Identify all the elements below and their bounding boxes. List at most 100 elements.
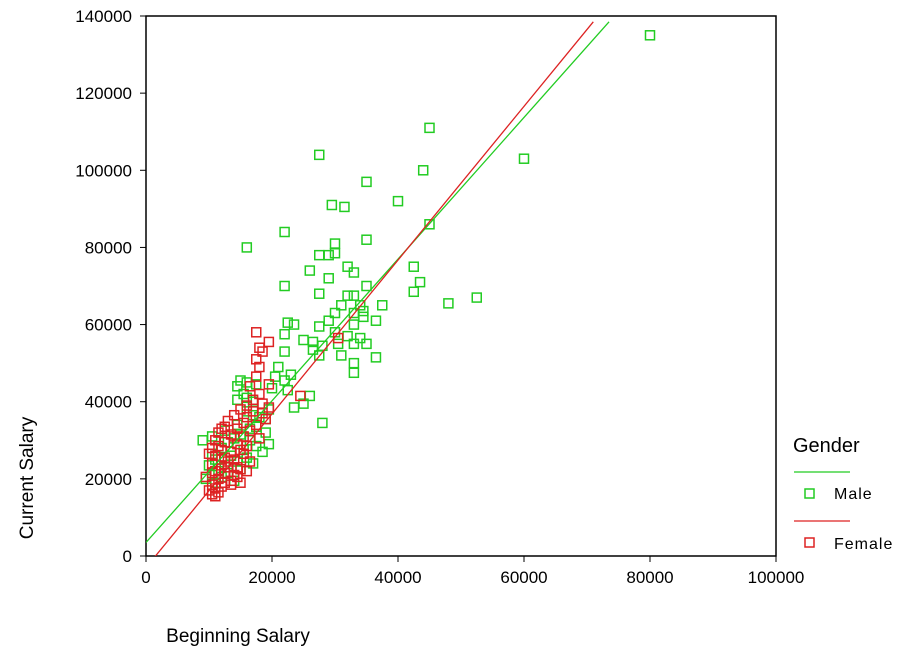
- point-female: [263, 402, 275, 413]
- point-male: [279, 328, 290, 340]
- point-male: [377, 300, 388, 311]
- point-male: [279, 280, 290, 292]
- point-female: [251, 419, 262, 431]
- x-tick-label: 80000: [626, 568, 673, 587]
- point-male: [417, 165, 429, 176]
- point-male: [263, 438, 275, 450]
- point-female: [216, 423, 227, 434]
- fit-line-female: [154, 21, 594, 556]
- point-male: [361, 176, 372, 188]
- point-male: [282, 317, 293, 328]
- y-tick-label: 100000: [75, 161, 132, 180]
- point-male: [408, 261, 419, 272]
- point-female: [206, 489, 218, 500]
- point-male: [336, 350, 347, 361]
- point-male: [348, 267, 360, 278]
- point-female: [232, 423, 243, 434]
- point-male: [348, 338, 360, 350]
- point-male: [361, 234, 372, 245]
- point-male: [232, 381, 243, 392]
- point-female: [295, 390, 306, 402]
- point-male: [260, 427, 271, 438]
- point-male: [279, 226, 290, 238]
- point-female: [251, 354, 262, 365]
- point-male: [314, 321, 325, 332]
- point-male: [329, 247, 341, 259]
- x-tick-label: 60000: [500, 568, 547, 587]
- point-female: [257, 346, 268, 357]
- point-male: [288, 402, 300, 413]
- point-male: [326, 199, 338, 211]
- x-axis: 0 20000 40000 60000 80000 100000: [141, 556, 804, 587]
- point-male: [314, 149, 325, 161]
- point-female: [235, 463, 246, 475]
- point-male: [288, 319, 300, 330]
- point-male: [323, 315, 334, 326]
- fit-lines-layer: [146, 21, 610, 556]
- point-male: [392, 195, 404, 207]
- point-male: [235, 375, 246, 386]
- point-male: [361, 280, 372, 292]
- point-female: [219, 421, 230, 433]
- point-male: [471, 292, 482, 303]
- point-male: [518, 153, 530, 164]
- point-female: [257, 408, 268, 419]
- point-male: [257, 446, 268, 458]
- point-female: [203, 448, 215, 460]
- point-male: [342, 261, 353, 272]
- legend-marker-male: [804, 488, 815, 499]
- point-male: [304, 265, 316, 276]
- point-male: [342, 290, 353, 301]
- point-male: [358, 311, 369, 323]
- point-female: [225, 479, 237, 490]
- y-axis: 0 20000 40000 60000 80000 100000 120000 140000: [75, 7, 146, 566]
- point-female: [244, 381, 256, 392]
- point-male: [336, 300, 347, 311]
- point-male: [314, 350, 325, 361]
- x-axis-label: Beginning Salary: [166, 626, 310, 647]
- point-male: [348, 319, 360, 330]
- point-male: [279, 346, 290, 357]
- y-tick-label: 120000: [75, 84, 132, 103]
- point-female: [260, 413, 271, 425]
- point-female: [251, 327, 262, 338]
- point-female: [219, 477, 230, 488]
- point-male: [339, 201, 350, 213]
- point-female: [213, 440, 224, 452]
- point-female: [228, 431, 240, 442]
- point-female: [263, 379, 275, 390]
- point-male: [414, 276, 426, 288]
- point-male: [348, 367, 360, 379]
- point-male: [241, 242, 253, 253]
- point-female: [241, 411, 253, 423]
- point-male: [424, 122, 435, 134]
- point-male: [197, 435, 208, 446]
- y-tick-label: 40000: [85, 393, 132, 412]
- point-female: [235, 404, 246, 415]
- point-male: [443, 298, 454, 309]
- point-male: [317, 417, 328, 429]
- point-female: [228, 454, 240, 465]
- point-female: [216, 454, 227, 465]
- legend-title: Gender: [793, 435, 860, 457]
- point-male: [424, 219, 435, 230]
- legend: Gender Male Female: [793, 435, 893, 553]
- point-male: [370, 352, 382, 363]
- y-axis-label: Current Salary: [17, 416, 38, 539]
- point-male: [332, 338, 344, 350]
- fit-line-male: [146, 21, 610, 543]
- point-male: [323, 273, 334, 284]
- y-tick-label: 60000: [85, 316, 132, 335]
- point-male: [314, 249, 325, 261]
- point-male: [644, 30, 656, 41]
- point-male: [314, 288, 325, 299]
- point-male: [247, 458, 259, 469]
- point-male: [329, 307, 341, 319]
- point-female: [238, 417, 249, 429]
- point-female: [228, 409, 240, 421]
- legend-label-female: Female: [834, 536, 893, 553]
- y-tick-label: 0: [123, 547, 132, 566]
- y-tick-label: 140000: [75, 7, 132, 26]
- point-male: [348, 290, 360, 301]
